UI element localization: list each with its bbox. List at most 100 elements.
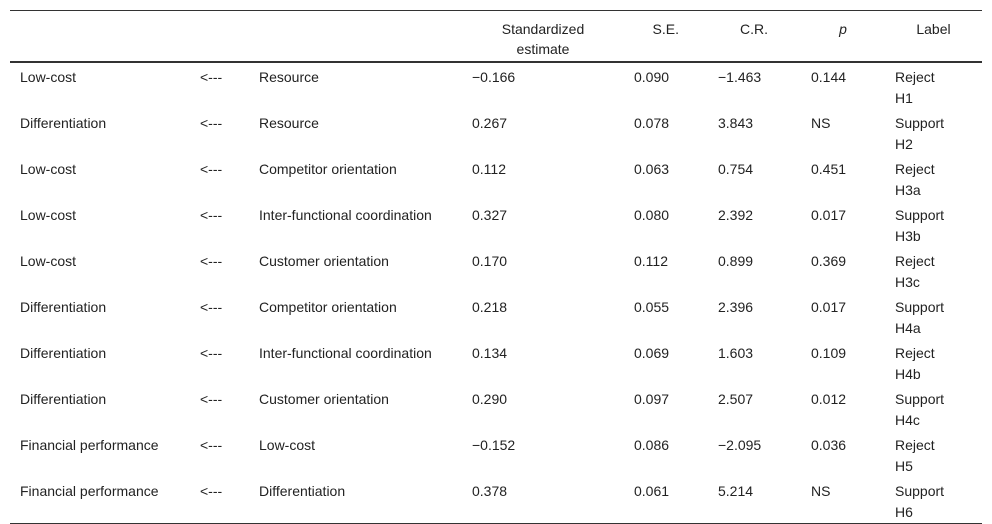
header-cell-empty — [10, 11, 190, 63]
table-cell: 1.603 — [718, 345, 754, 361]
table-cell: 3.843 — [718, 115, 754, 131]
table-cell: 0.097 — [634, 391, 670, 407]
header-cell: p — [839, 21, 847, 37]
table-cell: 2.396 — [718, 299, 754, 315]
table-cell: 0.327 — [472, 207, 508, 223]
table-row: Financial performance <--- Low-cost −0.152 0… — [10, 431, 982, 477]
table-cell: 2.392 — [718, 207, 754, 223]
table-cell: 0.378 — [472, 483, 508, 499]
table-cell: 0.144 — [811, 69, 847, 85]
table-cell: 2.507 — [718, 391, 754, 407]
table-cell: 0.036 — [811, 437, 847, 453]
table-cell: 0.061 — [634, 483, 670, 499]
table-cell: Differentiation — [20, 391, 107, 407]
table-row: Differentiation <--- Competitor orientatio… — [10, 293, 982, 339]
table-cell: <--- — [200, 437, 223, 453]
table-cell: Competitor orientation — [259, 161, 397, 177]
table-cell: Financial performance — [20, 483, 159, 499]
table-cell: 0.754 — [718, 161, 754, 177]
table-cell: Support H6 — [895, 483, 945, 520]
table-cell: Customer orientation — [259, 253, 389, 269]
table-cell: NS — [811, 115, 831, 131]
table-header: Standardized estimate S.E. C.R. p Label — [10, 10, 982, 63]
table-cell: 0.267 — [472, 115, 508, 131]
table-row: Low-cost <--- Resource −0.166 0.090 −1.463 0.1… — [10, 62, 982, 109]
table-cell: 0.017 — [811, 207, 847, 223]
table-row: Financial performance <--- Differentiation… — [10, 477, 982, 524]
table-cell: Low-cost — [20, 253, 77, 269]
table-cell: <--- — [200, 69, 223, 85]
table-cell: 0.109 — [811, 345, 847, 361]
table-cell: Differentiation — [20, 345, 107, 361]
table-cell: 0.369 — [811, 253, 847, 269]
table-cell: Customer orientation — [259, 391, 389, 407]
table-cell: 5.214 — [718, 483, 754, 499]
table-cell: Low-cost — [259, 437, 316, 453]
table-cell: 0.090 — [634, 69, 670, 85]
table-cell: Support H4c — [895, 391, 945, 428]
header-cell: C.R. — [740, 21, 768, 37]
table-cell: Reject H5 — [895, 437, 935, 474]
table-cell: 0.170 — [472, 253, 508, 269]
table-body: Low-cost <--- Resource −0.166 0.090 −1.463 0.1… — [10, 62, 982, 524]
table-cell: Resource — [259, 69, 319, 85]
table-cell: 0.451 — [811, 161, 847, 177]
table-cell: Low-cost — [20, 69, 77, 85]
table-cell: 0.134 — [472, 345, 508, 361]
table-cell: Low-cost — [20, 207, 77, 223]
table-cell: 0.290 — [472, 391, 508, 407]
table-cell: <--- — [200, 345, 223, 361]
table-row: Differentiation <--- Customer orientation 0… — [10, 385, 982, 431]
table-cell: Differentiation — [259, 483, 346, 499]
table-cell: −0.166 — [472, 69, 516, 85]
table-row: Differentiation <--- Inter-functional coor… — [10, 339, 982, 385]
table-cell: 0.080 — [634, 207, 670, 223]
table-cell: Differentiation — [20, 299, 107, 315]
table-cell: 0.078 — [634, 115, 670, 131]
table-cell: Financial performance — [20, 437, 159, 453]
table-row: Differentiation <--- Resource 0.267 0.078 3.8… — [10, 109, 982, 155]
table-cell: <--- — [200, 207, 223, 223]
table-cell: Inter-functional coordination — [259, 207, 432, 223]
table-cell: Reject H3c — [895, 253, 935, 290]
table-cell: <--- — [200, 299, 223, 315]
table-cell: 0.218 — [472, 299, 508, 315]
table-cell: Inter-functional coordination — [259, 345, 432, 361]
table-cell: −2.095 — [718, 437, 762, 453]
header-cell-empty — [190, 11, 249, 63]
table-cell: <--- — [200, 253, 223, 269]
table-cell: Resource — [259, 115, 319, 131]
table-cell: <--- — [200, 115, 223, 131]
results-table: Standardized estimate S.E. C.R. p Label Low-… — [10, 10, 982, 524]
table-cell: −0.152 — [472, 437, 516, 453]
table-row: Low-cost <--- Inter-functional coordinatio… — [10, 201, 982, 247]
table-cell: Support H2 — [895, 115, 945, 152]
table-cell: 0.069 — [634, 345, 670, 361]
table-cell: Low-cost — [20, 161, 77, 177]
table-cell: Differentiation — [20, 115, 107, 131]
table-row: Low-cost <--- Competitor orientation 0.112 0… — [10, 155, 982, 201]
header-cell: Label — [916, 21, 951, 37]
header-cell-empty — [249, 11, 462, 63]
table-cell: 0.017 — [811, 299, 847, 315]
header-cell: Standardized estimate — [501, 21, 585, 57]
table-cell: Support H3b — [895, 207, 945, 244]
table-cell: <--- — [200, 161, 223, 177]
header-cell: S.E. — [652, 21, 679, 37]
table-cell: 0.086 — [634, 437, 670, 453]
table-cell: 0.112 — [472, 161, 506, 177]
table-cell: Support H4a — [895, 299, 945, 336]
table-cell: Reject H3a — [895, 161, 935, 198]
table-cell: 0.899 — [718, 253, 754, 269]
table-row: Low-cost <--- Customer orientation 0.170 0.1… — [10, 247, 982, 293]
table-cell: Reject H4b — [895, 345, 935, 382]
table-cell: 0.055 — [634, 299, 670, 315]
table-cell: −1.463 — [718, 69, 762, 85]
table-cell: 0.112 — [634, 253, 668, 269]
table-cell: NS — [811, 483, 831, 499]
table-cell: Competitor orientation — [259, 299, 397, 315]
header-row: Standardized estimate S.E. C.R. p Label — [10, 10, 982, 63]
table-cell: <--- — [200, 391, 223, 407]
table-cell: 0.063 — [634, 161, 670, 177]
